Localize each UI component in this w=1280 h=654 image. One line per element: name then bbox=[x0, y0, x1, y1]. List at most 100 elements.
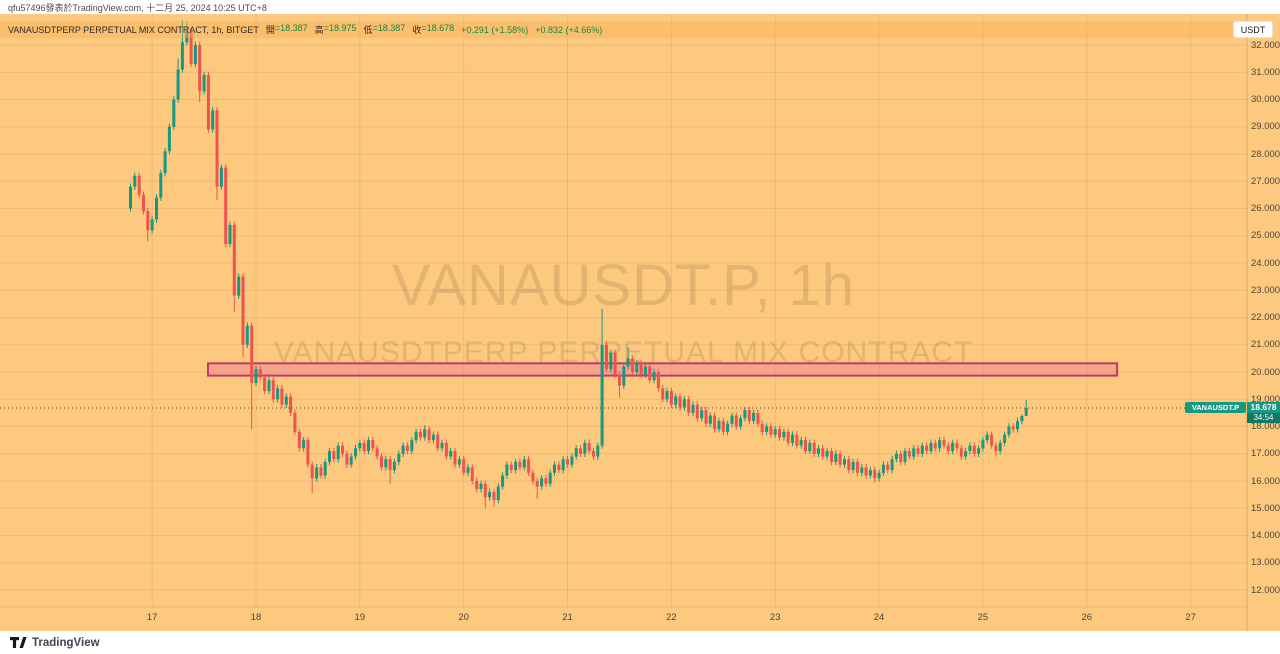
candle bbox=[245, 325, 249, 345]
candle bbox=[375, 448, 379, 457]
candle bbox=[622, 366, 626, 386]
candle bbox=[656, 372, 660, 389]
highlight-zone-rect[interactable] bbox=[207, 362, 1119, 377]
candle bbox=[492, 491, 496, 501]
legend-band bbox=[0, 21, 1247, 38]
candle bbox=[462, 459, 466, 473]
candle bbox=[544, 478, 548, 484]
candle bbox=[782, 431, 786, 438]
candle bbox=[721, 421, 725, 432]
candle bbox=[328, 451, 331, 462]
candle bbox=[557, 464, 561, 471]
price-tick-label: 32.000 bbox=[1251, 39, 1280, 51]
currency-unit-button[interactable]: USDT bbox=[1233, 21, 1273, 38]
candle bbox=[254, 369, 258, 383]
candle bbox=[276, 388, 280, 400]
candle bbox=[518, 461, 522, 468]
candle bbox=[946, 445, 950, 451]
candle bbox=[219, 167, 223, 187]
candle bbox=[167, 126, 171, 152]
candle bbox=[423, 429, 427, 438]
snapshot-attribution-bar: qfu57496發表於TradingView.com, 十二月 25, 2024… bbox=[0, 0, 1280, 14]
candle bbox=[427, 429, 431, 441]
candle bbox=[289, 396, 293, 413]
candle bbox=[760, 423, 764, 432]
candle bbox=[998, 442, 1002, 452]
candle bbox=[224, 167, 228, 244]
candle bbox=[176, 69, 180, 100]
candle bbox=[137, 175, 141, 195]
candle bbox=[479, 483, 483, 490]
candle bbox=[592, 451, 595, 457]
attribution-text: qfu57496發表於TradingView.com, 十二月 25, 2024… bbox=[8, 2, 267, 13]
candle bbox=[206, 75, 210, 130]
candle bbox=[405, 445, 409, 451]
candle bbox=[475, 481, 479, 490]
price-tick-label: 20.000 bbox=[1251, 366, 1280, 378]
candle bbox=[579, 448, 582, 454]
time-tick-label: 17 bbox=[146, 612, 158, 623]
candle bbox=[466, 467, 470, 473]
candle bbox=[747, 410, 751, 421]
symbol-legend[interactable]: VANAUSDTPERP PERPETUAL MIX CONTRACT, 1h,… bbox=[8, 21, 602, 38]
candle bbox=[548, 472, 552, 484]
candle bbox=[959, 448, 963, 457]
candle bbox=[868, 470, 872, 476]
candle bbox=[522, 459, 526, 468]
tradingview-logo-icon bbox=[10, 637, 27, 648]
candle bbox=[838, 453, 842, 465]
candle bbox=[916, 448, 920, 454]
candle bbox=[302, 440, 306, 449]
candle bbox=[444, 442, 448, 457]
candle bbox=[773, 429, 777, 435]
candle bbox=[414, 431, 418, 441]
candle bbox=[263, 377, 267, 391]
candle bbox=[315, 467, 319, 479]
candle bbox=[345, 453, 349, 465]
candle bbox=[674, 396, 678, 405]
candle bbox=[570, 456, 574, 465]
candle bbox=[821, 448, 825, 457]
bar-countdown-timer: 34:54 bbox=[1247, 413, 1280, 423]
candle bbox=[778, 429, 781, 438]
candle bbox=[786, 431, 790, 443]
price-tick-label: 22.000 bbox=[1251, 312, 1280, 323]
candle bbox=[847, 459, 851, 471]
tradingview-logo[interactable]: TradingView bbox=[10, 636, 100, 649]
candle bbox=[825, 451, 829, 457]
candle bbox=[180, 42, 184, 70]
candle bbox=[834, 453, 838, 462]
candle bbox=[808, 442, 812, 452]
candle bbox=[336, 445, 340, 460]
time-tick-label: 23 bbox=[769, 612, 781, 623]
candle bbox=[397, 453, 401, 462]
candle bbox=[453, 451, 457, 465]
candle bbox=[310, 464, 314, 479]
candle bbox=[531, 472, 535, 481]
candle bbox=[639, 363, 643, 375]
candle bbox=[669, 391, 673, 405]
candle bbox=[142, 194, 145, 212]
price-tick-label: 30.000 bbox=[1251, 94, 1280, 105]
candle bbox=[734, 415, 738, 427]
candle bbox=[341, 445, 344, 454]
candle bbox=[332, 451, 336, 460]
candle bbox=[449, 451, 453, 457]
candle bbox=[354, 448, 357, 457]
candle bbox=[185, 31, 189, 43]
candle bbox=[713, 415, 717, 430]
candle bbox=[561, 459, 565, 471]
candle bbox=[583, 442, 587, 454]
candle bbox=[695, 404, 699, 419]
candle bbox=[894, 453, 898, 460]
candle bbox=[189, 31, 193, 65]
time-axis[interactable]: 17 18 19 20 21 22 23 24 25 26 27 bbox=[0, 607, 1247, 631]
candle bbox=[540, 478, 544, 487]
price-axis[interactable]: 32.000 31.000 30.000 29.000 28.000 27.000 26.0… bbox=[1247, 14, 1280, 631]
candle bbox=[769, 426, 773, 435]
candle bbox=[635, 363, 639, 372]
candle bbox=[1016, 421, 1019, 430]
candle bbox=[172, 99, 176, 127]
candle bbox=[994, 445, 998, 451]
